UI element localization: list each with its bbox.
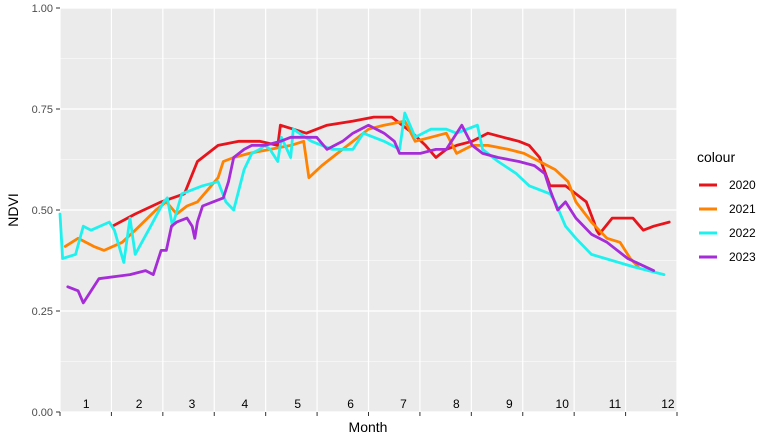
legend: colour 2020 2021 2022 2023 [697,149,756,264]
legend-label-2023: 2023 [729,250,756,264]
x-tick-label: 12 [661,397,675,411]
x-tick-label: 6 [347,397,354,411]
x-tick-labels: 1 2 3 4 5 6 7 8 9 10 11 12 [83,397,675,411]
x-tick-label: 11 [609,397,622,411]
x-tick-label: 5 [294,397,301,411]
y-axis-title: NDVI [5,193,21,226]
y-tick-label: 0.00 [32,407,53,419]
x-tick-label: 3 [189,397,196,411]
legend-label-2022: 2022 [729,226,756,240]
x-axis-title: Month [349,419,388,435]
y-tick-label: 0.25 [32,306,53,318]
y-tick-label: 0.50 [32,205,53,217]
x-tick-label: 9 [506,397,513,411]
legend-title: colour [697,149,735,165]
series-lines [58,111,671,305]
x-tick-label: 8 [453,397,460,411]
legend-label-2021: 2021 [729,202,756,216]
series-line-2022 [58,111,666,276]
series-line-2023 [66,123,656,305]
y-axis: 0.00 0.25 0.50 0.75 1.00 [32,3,60,419]
legend-label-2020: 2020 [729,178,756,192]
x-tick-label: 2 [136,397,143,411]
x-tick-label: 4 [241,397,248,411]
x-tick-label: 7 [400,397,407,411]
y-tick-label: 1.00 [32,3,53,15]
x-tick-label: 10 [556,397,570,411]
x-axis [59,412,678,416]
x-tick-label: 1 [83,397,90,411]
y-tick-label: 0.75 [32,104,53,116]
